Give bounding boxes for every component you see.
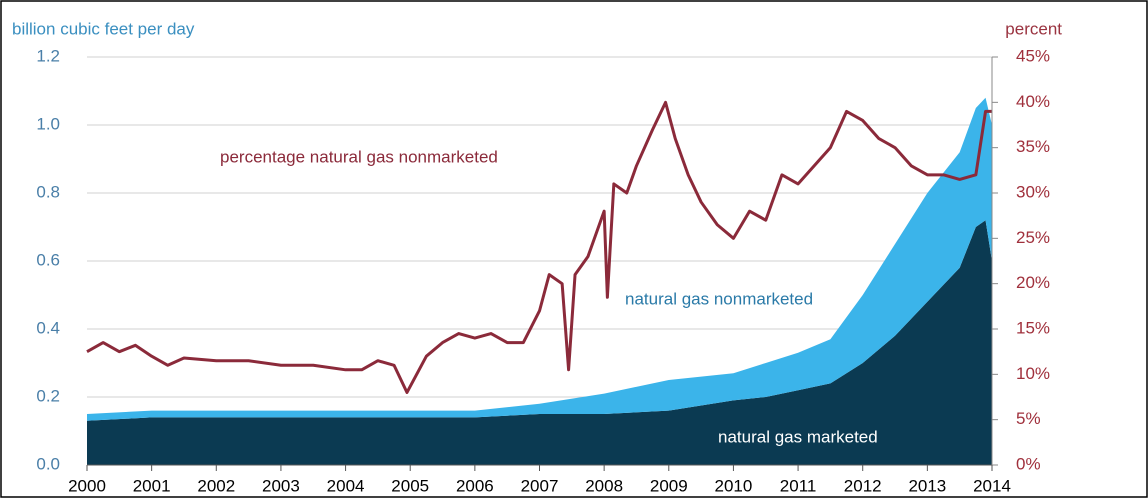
- y-tick-label: 1.0: [36, 114, 60, 133]
- y-tick-label: 0.6: [36, 250, 60, 269]
- x-tick-label: 2002: [197, 476, 235, 495]
- x-tick-label: 2012: [844, 476, 882, 495]
- y2-tick-label: 35%: [1016, 137, 1050, 156]
- y2-tick-label: 10%: [1016, 364, 1050, 383]
- y-tick-label: 0.8: [36, 182, 60, 201]
- area: [87, 220, 992, 465]
- y2-tick-label: 25%: [1016, 228, 1050, 247]
- x-tick-label: 2009: [650, 476, 688, 495]
- x-tick-label: 2008: [585, 476, 623, 495]
- line: [86, 100, 992, 394]
- y2-axis-label: percent: [1005, 19, 1062, 38]
- x-tick-label: 2000: [68, 476, 106, 495]
- y2-tick-label: 0%: [1016, 454, 1041, 473]
- y-tick-label: 1.2: [36, 46, 60, 65]
- y-axis-label: billion cubic feet per day: [12, 19, 195, 38]
- annotation: percentage natural gas nonmarketed: [220, 147, 498, 166]
- x-tick-label: 2005: [391, 476, 429, 495]
- annotation: natural gas nonmarketed: [625, 289, 813, 308]
- y2-tick-label: 15%: [1016, 318, 1050, 337]
- x-tick-label: 2007: [521, 476, 559, 495]
- y2-tick-label: 30%: [1016, 182, 1050, 201]
- y2-tick-label: 45%: [1016, 46, 1050, 65]
- x-tick-label: 2010: [715, 476, 753, 495]
- x-tick-label: 2013: [908, 476, 946, 495]
- y-tick-label: 0.4: [36, 318, 60, 337]
- y2-tick-label: 5%: [1016, 409, 1041, 428]
- y-tick-label: 0.0: [36, 454, 60, 473]
- annotation: natural gas marketed: [718, 427, 878, 446]
- x-tick-label: 2003: [262, 476, 300, 495]
- y2-tick-label: 40%: [1016, 92, 1050, 111]
- x-tick-label: 2006: [456, 476, 494, 495]
- x-tick-label: 2011: [780, 476, 817, 495]
- y2-tick-label: 20%: [1016, 273, 1050, 292]
- y-tick-label: 0.2: [36, 386, 60, 405]
- x-tick-label: 2001: [133, 476, 171, 495]
- x-tick-label: 2004: [327, 476, 365, 495]
- x-tick-label: 2014: [973, 476, 1011, 495]
